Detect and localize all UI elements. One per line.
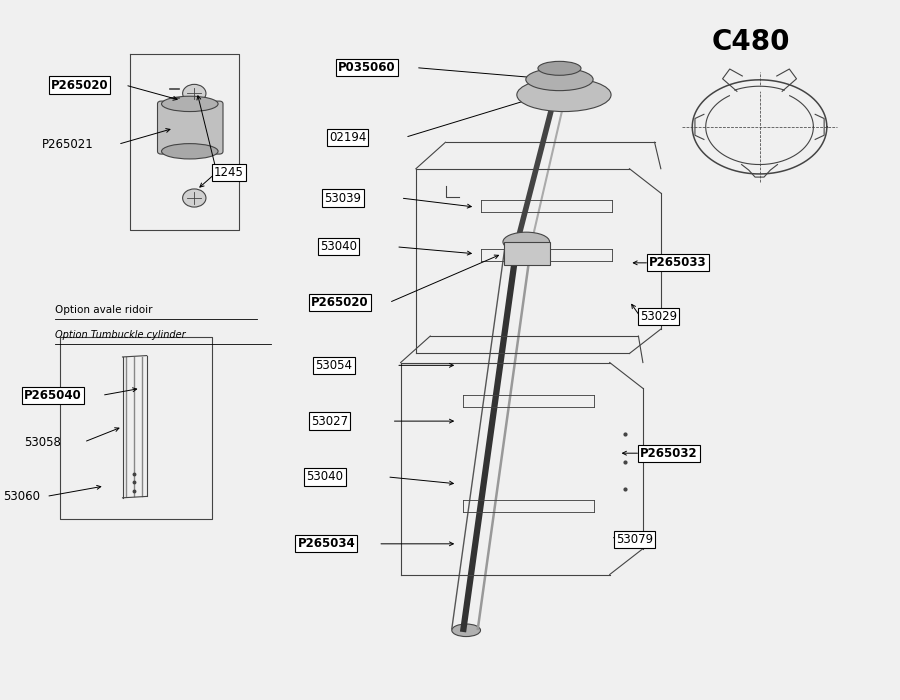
Text: 1245: 1245	[214, 166, 244, 179]
Text: P265021: P265021	[41, 138, 94, 150]
Text: 53058: 53058	[23, 435, 60, 449]
FancyBboxPatch shape	[158, 101, 223, 154]
Ellipse shape	[526, 69, 593, 90]
Ellipse shape	[452, 624, 481, 636]
Text: C480: C480	[711, 28, 790, 56]
Text: 53079: 53079	[616, 533, 653, 546]
Ellipse shape	[161, 96, 218, 111]
Ellipse shape	[517, 78, 611, 111]
Text: P265020: P265020	[50, 78, 108, 92]
Bar	[504, 242, 551, 265]
Text: 53029: 53029	[640, 310, 678, 323]
Text: Option avale ridoir: Option avale ridoir	[55, 304, 153, 314]
Text: P035060: P035060	[338, 61, 395, 74]
Text: Option Tumbuckle cylinder: Option Tumbuckle cylinder	[55, 330, 185, 340]
Text: P265034: P265034	[298, 538, 356, 550]
Text: 53040: 53040	[320, 240, 357, 253]
Text: P265032: P265032	[640, 447, 698, 460]
Ellipse shape	[161, 144, 218, 159]
Text: 53054: 53054	[315, 359, 353, 372]
Text: 53039: 53039	[324, 192, 362, 204]
Text: P265033: P265033	[649, 256, 706, 270]
Circle shape	[183, 189, 206, 207]
Text: 53040: 53040	[306, 470, 344, 484]
Text: 02194: 02194	[328, 131, 366, 144]
Text: P265040: P265040	[23, 389, 82, 402]
Ellipse shape	[538, 62, 581, 76]
Circle shape	[183, 85, 206, 102]
Text: 53060: 53060	[4, 490, 40, 503]
Ellipse shape	[503, 232, 550, 252]
Text: 53027: 53027	[310, 414, 348, 428]
Text: P265020: P265020	[310, 296, 369, 309]
